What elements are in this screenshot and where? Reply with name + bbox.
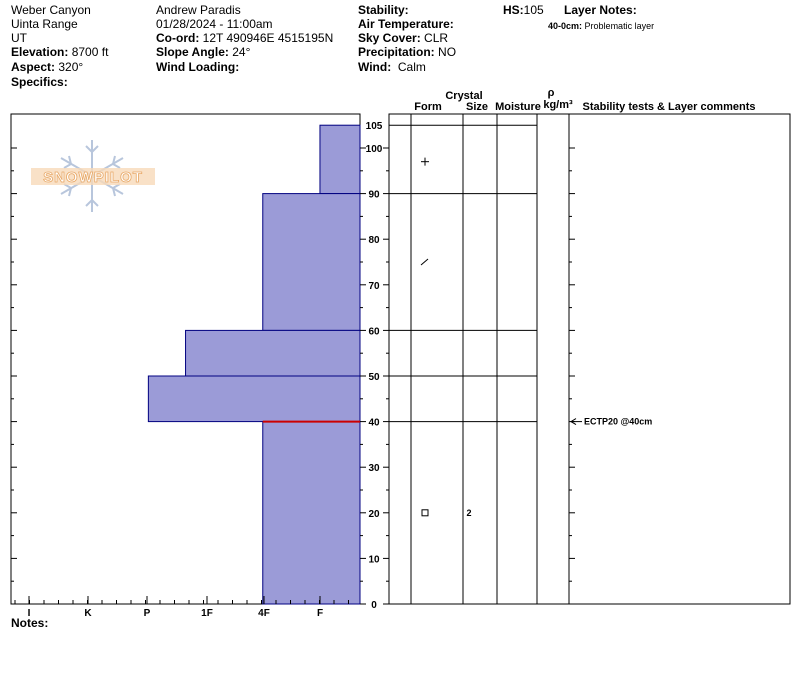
wind-loading: Wind Loading: xyxy=(156,60,239,74)
elevation-value: 8700 ft xyxy=(71,45,109,59)
comments-header: Stability tests & Layer comments xyxy=(582,101,755,113)
depth-tick-label: 40 xyxy=(368,418,380,429)
notes-label: Notes: xyxy=(11,616,49,630)
specifics: Specifics: xyxy=(11,75,68,89)
depth-tick-label: 100 xyxy=(366,144,383,155)
notes: Notes: xyxy=(11,616,48,630)
stability-test-annotation: ECTP20 @40cm xyxy=(570,417,652,427)
slope-value: 24° xyxy=(232,45,251,59)
hardness-axis: I K P 1F 4F F xyxy=(14,596,349,619)
hardness-tick-label: F xyxy=(317,608,323,619)
density-unit-header: kg/m³ xyxy=(543,99,573,111)
hs-value: 105 xyxy=(523,3,544,17)
wind-label: Wind: xyxy=(358,60,392,74)
crystal-symbols: 2 xyxy=(420,157,472,518)
stability-test-text: ECTP20 @40cm xyxy=(584,417,652,427)
aspect-value: 320° xyxy=(58,60,84,74)
observer-name: Andrew Paradis xyxy=(156,3,241,17)
hardness-layers xyxy=(147,124,361,605)
layer-notes-title: Layer Notes: xyxy=(564,3,637,17)
depth-tick-label: 105 xyxy=(366,121,383,132)
observation-datetime: 01/28/2024 - 11:00am xyxy=(156,17,273,31)
wind-value: Calm xyxy=(397,60,426,74)
hardness-layer-bar xyxy=(262,421,361,605)
stability-arrow-icon xyxy=(570,418,577,426)
hardness-tick-label: K xyxy=(84,608,92,619)
layer-notes-label: Layer Notes: xyxy=(564,3,637,17)
depth-tick-label: 70 xyxy=(368,281,380,292)
precipitation: Precipitation: NO xyxy=(358,45,456,59)
depth-tick-label: 60 xyxy=(368,326,380,337)
stability: Stability: xyxy=(358,3,409,17)
hardness-tick-label: P xyxy=(144,608,151,619)
sky-cover: Sky Cover: CLR xyxy=(358,31,448,45)
hardness-tick-label: I xyxy=(28,608,31,619)
layer-note-depth: 40-0cm: xyxy=(548,21,583,31)
hs-label: HS: xyxy=(503,3,524,17)
depth-tick-label: 10 xyxy=(368,554,380,565)
layer-note-text: Problematic layer xyxy=(584,21,655,31)
table-headers: Crystal Form Size Moisture ρ kg/m³ Stabi… xyxy=(414,87,755,113)
coord-value: 12T 490946E 4515195N xyxy=(202,31,334,45)
slope-angle: Slope Angle: 24° xyxy=(156,45,250,59)
crystal-header: Crystal xyxy=(445,90,482,102)
sky-value: CLR xyxy=(424,31,449,45)
size-header: Size xyxy=(466,101,488,113)
depth-tick-label: 50 xyxy=(368,372,380,383)
depth-tick-label: 0 xyxy=(371,600,377,611)
coordinates: Co-ord: 12T 490946E 4515195N xyxy=(156,31,333,45)
sky-label: Sky Cover: xyxy=(358,31,421,45)
moisture-header: Moisture xyxy=(495,101,541,113)
watermark-text: SNOWPILOT xyxy=(43,169,143,186)
aspect-label: Aspect: xyxy=(11,60,56,74)
layer-note-item: 40-0cm: Problematic layer xyxy=(548,19,654,33)
elevation: Elevation: 8700 ft xyxy=(11,45,108,59)
snowpilot-watermark: SNOWPILOT xyxy=(31,140,155,212)
depth-tick-label: 20 xyxy=(368,509,380,520)
depth-tick-label: 80 xyxy=(368,235,380,246)
air-temp-label: Air Temperature: xyxy=(358,17,454,31)
specifics-label: Specifics: xyxy=(11,75,68,89)
precip-label: Precipitation: xyxy=(358,45,435,59)
hardness-tick-label: 1F xyxy=(201,608,213,619)
aspect: Aspect: 320° xyxy=(11,60,83,74)
hardness-layer-bar xyxy=(147,375,361,423)
crystal-slash-icon xyxy=(420,258,429,266)
crystal-square-icon xyxy=(421,509,429,517)
hardness-layer-bar xyxy=(262,193,361,331)
hardness-layer-bar xyxy=(319,124,361,195)
table-layer-lines xyxy=(389,124,537,423)
crystal-size-value: 2 xyxy=(466,508,471,518)
site-state: UT xyxy=(11,31,27,45)
wind-loading-label: Wind Loading: xyxy=(156,60,240,74)
air-temperature: Air Temperature: xyxy=(358,17,454,31)
wind: Wind: Calm xyxy=(358,60,426,74)
rho-header: ρ xyxy=(548,87,555,99)
layer-table xyxy=(388,113,791,605)
stability-label: Stability: xyxy=(358,3,409,17)
depth-tick-label: 90 xyxy=(368,190,380,201)
depth-tick-label: 30 xyxy=(368,463,380,474)
hardness-layer-bar xyxy=(185,329,361,377)
elevation-label: Elevation: xyxy=(11,45,69,59)
precip-value: NO xyxy=(438,45,457,59)
hardness-tick-label: 4F xyxy=(258,608,270,619)
coord-label: Co-ord: xyxy=(156,31,200,45)
site-range: Uinta Range xyxy=(11,17,78,31)
slope-label: Slope Angle: xyxy=(156,45,229,59)
snow-height: HS:105 xyxy=(503,3,544,17)
site-location: Weber Canyon xyxy=(11,3,91,17)
form-header: Form xyxy=(414,101,442,113)
